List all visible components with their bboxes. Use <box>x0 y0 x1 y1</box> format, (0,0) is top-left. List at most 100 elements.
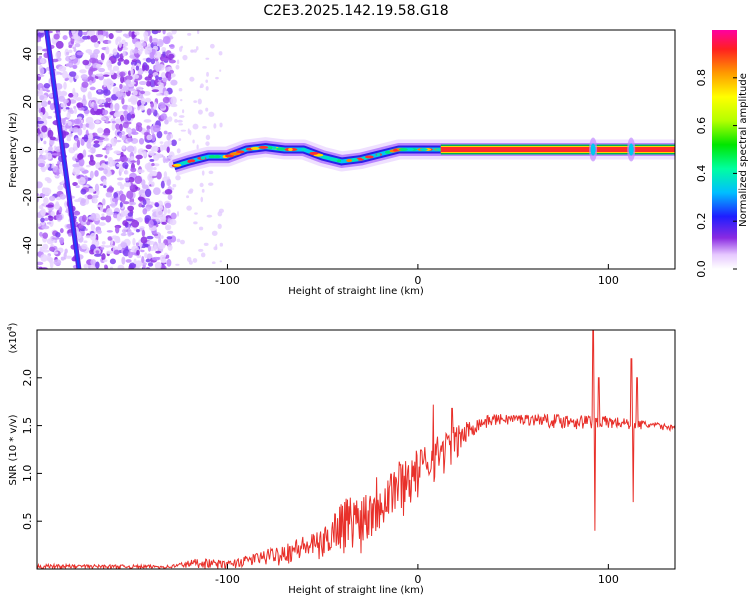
track-hotspot <box>188 159 196 163</box>
noise-speckle <box>155 63 162 72</box>
noise-speckle <box>71 36 77 39</box>
noise-speckle <box>205 134 211 141</box>
noise-speckle <box>144 76 152 81</box>
noise-speckle <box>37 46 43 51</box>
steady-tone-core <box>440 147 675 152</box>
noise-speckle <box>163 141 170 149</box>
noise-speckle <box>68 71 77 77</box>
noise-speckle <box>134 31 140 36</box>
noise-speckle <box>200 83 204 89</box>
x-tick-label: 100 <box>598 573 619 586</box>
noise-speckle <box>103 89 111 96</box>
noise-speckle <box>211 261 216 265</box>
noise-speckle <box>43 82 51 89</box>
noise-speckle <box>114 102 120 111</box>
noise-speckle <box>148 69 153 76</box>
noise-speckle <box>39 112 43 117</box>
noise-speckle <box>130 68 134 75</box>
noise-speckle <box>169 218 177 226</box>
noise-speckle <box>143 131 150 136</box>
noise-speckle <box>63 81 67 90</box>
noise-speckle <box>121 39 126 45</box>
noise-speckle <box>134 41 143 50</box>
noise-speckle <box>82 94 86 102</box>
noise-speckle <box>145 80 152 87</box>
noise-speckle <box>80 198 86 204</box>
noise-speckle <box>186 205 192 211</box>
noise-speckle <box>125 218 134 222</box>
noise-speckle <box>109 258 116 265</box>
noise-speckle <box>103 185 107 189</box>
noise-speckle <box>193 221 198 225</box>
noise-speckle <box>141 42 147 47</box>
noise-speckle <box>124 170 129 175</box>
noise-speckle <box>162 96 170 104</box>
noise-speckle <box>73 48 77 52</box>
noise-speckle <box>80 119 84 124</box>
noise-speckle <box>116 163 123 167</box>
noise-speckle <box>49 260 54 269</box>
noise-speckle <box>201 188 205 193</box>
noise-speckle <box>119 83 123 90</box>
noise-speckle <box>208 170 214 175</box>
noise-speckle <box>137 217 143 223</box>
noise-speckle <box>126 113 132 121</box>
noise-speckle <box>173 112 178 117</box>
noise-speckle <box>42 249 50 253</box>
y-tick-label: 0.5 <box>21 512 34 530</box>
noise-speckle <box>170 96 177 105</box>
noise-speckle <box>104 155 108 159</box>
noise-speckle <box>160 113 167 120</box>
noise-speckle <box>37 261 44 266</box>
noise-speckle <box>119 201 123 208</box>
noise-speckle <box>65 51 70 56</box>
noise-speckle <box>65 255 73 259</box>
noise-speckle <box>72 46 77 50</box>
noise-speckle <box>159 144 164 152</box>
noise-speckle <box>143 99 152 103</box>
noise-speckle <box>66 112 71 119</box>
noise-speckle <box>82 149 87 158</box>
noise-speckle <box>123 182 132 188</box>
noise-speckle <box>180 98 183 102</box>
noise-speckle <box>171 30 177 35</box>
noise-speckle <box>140 90 146 95</box>
noise-speckle <box>190 49 194 53</box>
snr-background <box>37 330 675 569</box>
noise-speckle <box>90 97 98 101</box>
noise-speckle <box>152 124 161 133</box>
noise-speckle <box>127 251 133 259</box>
noise-speckle <box>127 212 134 217</box>
noise-speckle <box>105 46 110 55</box>
snr-y-label: SNR (10 * v/v) <box>8 414 19 485</box>
noise-speckle <box>133 78 139 87</box>
noise-speckle <box>162 50 166 58</box>
noise-speckle <box>163 90 169 97</box>
noise-speckle <box>93 140 100 144</box>
noise-speckle <box>89 86 96 91</box>
noise-speckle <box>182 54 188 61</box>
noise-speckle <box>130 160 137 163</box>
noise-speckle <box>97 34 105 40</box>
noise-speckle <box>167 244 173 251</box>
noise-speckle <box>101 109 109 115</box>
noise-speckle <box>94 253 102 257</box>
y-tick-label: 1.5 <box>21 417 34 435</box>
track-hotspot <box>276 147 286 151</box>
noise-speckle <box>169 43 175 49</box>
noise-speckle <box>41 225 50 230</box>
noise-speckle <box>105 149 110 155</box>
noise-speckle <box>72 163 80 168</box>
colorbar-tick-label: 0.8 <box>695 69 708 87</box>
noise-speckle <box>40 100 48 108</box>
noise-speckle <box>151 89 159 93</box>
track-hotspot <box>407 148 414 151</box>
noise-speckle <box>127 98 132 103</box>
noise-speckle <box>134 175 143 185</box>
noise-speckle <box>149 173 153 181</box>
noise-speckle <box>180 129 187 132</box>
noise-speckle <box>108 33 114 40</box>
noise-speckle <box>143 36 149 42</box>
snr-y-ticks: 2.0 1.5 1.0 0.5 <box>21 369 42 530</box>
noise-speckle <box>69 55 76 60</box>
